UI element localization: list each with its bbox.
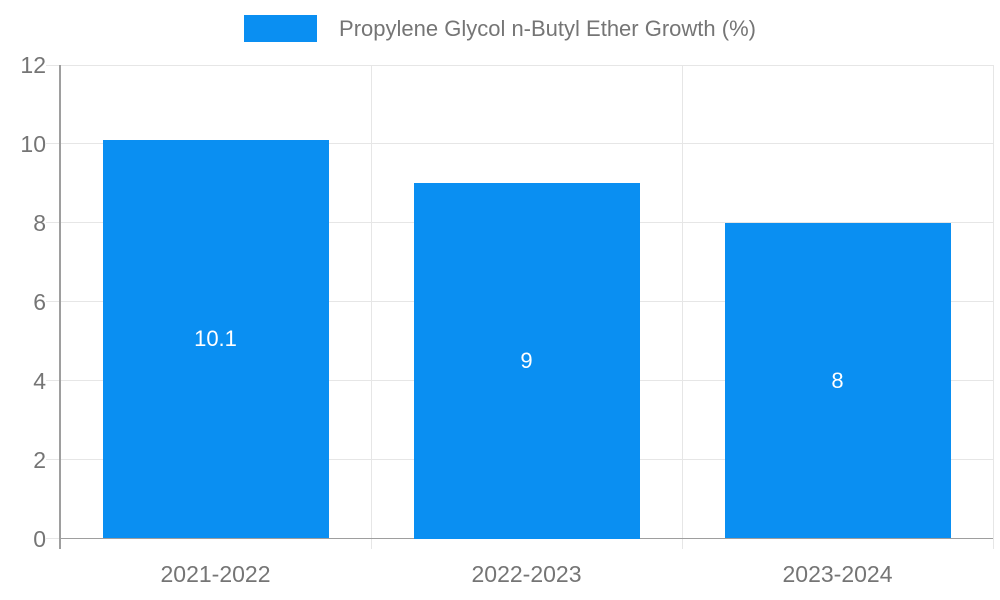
y-axis-tick-label: 2	[33, 446, 46, 473]
gridline-horizontal	[46, 143, 993, 145]
x-axis-category-label: 2022-2023	[471, 561, 582, 587]
y-axis-tick-label: 10	[20, 130, 46, 157]
bar-value-label: 9	[520, 347, 533, 373]
legend[interactable]: Propylene Glycol n-Butyl Ether Growth (%…	[0, 15, 1000, 42]
y-axis-tick-label: 12	[20, 52, 46, 78]
gridline-vertical	[681, 65, 683, 539]
x-axis-line	[60, 537, 993, 540]
x-axis-tick	[681, 538, 683, 549]
x-axis-tick	[992, 538, 994, 549]
bar	[724, 222, 951, 539]
y-axis-line	[59, 65, 61, 549]
y-axis-tick-label: 4	[33, 367, 46, 394]
legend-label: Propylene Glycol n-Butyl Ether Growth (%…	[339, 15, 756, 41]
gridline-vertical	[992, 65, 994, 539]
x-axis-category-label: 2023-2024	[782, 561, 893, 587]
legend-swatch-icon	[244, 15, 318, 42]
x-axis-category-label: 2021-2022	[160, 561, 271, 587]
y-axis-tick-label: 8	[33, 209, 46, 236]
gridline-vertical	[370, 65, 372, 539]
bar-value-label: 10.1	[194, 326, 237, 352]
x-axis-tick	[370, 538, 372, 549]
bar	[102, 139, 329, 539]
bar	[413, 183, 640, 539]
y-axis-tick-label: 6	[33, 288, 46, 315]
bar-value-label: 8	[831, 367, 844, 393]
gridline-horizontal	[46, 64, 993, 66]
y-axis-tick-label: 0	[33, 525, 46, 552]
